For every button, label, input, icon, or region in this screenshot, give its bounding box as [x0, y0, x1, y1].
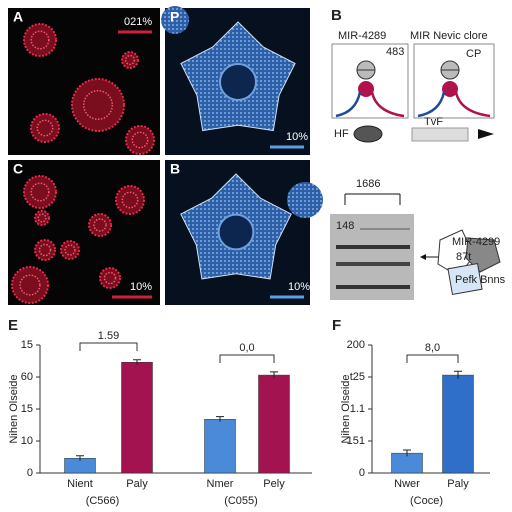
label: MIR-4299 — [452, 236, 500, 248]
bracket — [406, 354, 459, 363]
blot-image — [330, 214, 501, 300]
cell — [38, 243, 52, 257]
x-tick-label: Paly — [126, 478, 148, 490]
cell — [36, 119, 54, 137]
label: Pefk Bnns — [455, 274, 506, 286]
y-tick-label: 10 — [21, 435, 33, 447]
panel-letter: F — [332, 317, 341, 334]
cell — [103, 271, 117, 285]
group-label: (C055) — [224, 495, 258, 507]
bracket — [79, 342, 138, 351]
cell — [30, 30, 50, 50]
cell — [23, 23, 57, 57]
bracket — [344, 193, 401, 205]
cell — [34, 210, 50, 226]
error-bar — [454, 370, 462, 379]
cell — [161, 6, 189, 34]
box — [331, 43, 409, 119]
cell — [88, 213, 112, 237]
error-bar — [216, 416, 224, 422]
y-tick-label: 151 — [347, 435, 365, 447]
cell — [37, 213, 47, 223]
error-bar — [133, 359, 141, 365]
label: MIR Nevic clore — [410, 30, 488, 42]
scale-label: 021% — [124, 16, 152, 28]
x-tick-label: Paly — [447, 478, 469, 490]
bar — [442, 374, 474, 474]
annotation: 1.59 — [98, 330, 119, 342]
bar — [258, 374, 290, 474]
box — [413, 43, 495, 119]
microscopy — [8, 6, 323, 305]
cell — [217, 213, 255, 251]
cell — [11, 266, 49, 304]
cell — [131, 131, 149, 149]
y-tick-label: 60 — [21, 371, 33, 383]
cell — [99, 267, 121, 289]
cell — [23, 175, 57, 209]
y-tick-label: 0 — [27, 467, 33, 479]
cell — [82, 89, 114, 121]
cell — [64, 244, 76, 256]
label: 483 — [386, 46, 404, 58]
label: 87t — [456, 251, 471, 263]
y-tick-label: 200 — [347, 339, 365, 351]
icon — [335, 60, 494, 143]
panel-letter: B — [331, 7, 342, 24]
y-tick-label: 1.1 — [350, 403, 365, 415]
cell — [93, 218, 107, 232]
label: CP — [466, 48, 481, 60]
bar — [204, 418, 236, 474]
panel-letter: E — [8, 317, 18, 334]
cell — [71, 78, 125, 132]
scale-label: 10% — [286, 131, 308, 143]
y-tick-label: 15 — [21, 403, 33, 415]
x-tick-label: Nient — [67, 478, 93, 490]
error-bar — [403, 449, 411, 457]
panel-letter: A — [13, 9, 23, 25]
panel-letter: C — [13, 161, 23, 177]
cell — [121, 191, 139, 209]
cell — [30, 182, 50, 202]
label: TvF — [424, 116, 443, 128]
cell — [115, 185, 145, 215]
bar — [121, 362, 153, 474]
label: MIR-4289 — [338, 30, 386, 42]
x-tick-label: Pely — [263, 478, 285, 490]
cell — [60, 240, 80, 260]
panel-letter: P — [170, 9, 179, 25]
error-bar — [76, 455, 84, 461]
y-tick-label: 0 — [359, 467, 365, 479]
bracket — [219, 354, 275, 363]
label: 1686 — [356, 178, 380, 190]
cell — [287, 182, 323, 218]
cell — [121, 51, 139, 69]
group-label: (C566) — [86, 495, 120, 507]
scale-label: 10% — [130, 281, 152, 293]
error-bar — [270, 371, 278, 379]
y-tick-label: 15 — [21, 339, 33, 351]
annotation: 0,0 — [239, 342, 254, 354]
y-tick-label: t25 — [350, 371, 365, 383]
group-label: (Coce) — [410, 495, 443, 507]
cell — [19, 274, 41, 296]
y-axis-label: Nihen Olseide — [340, 374, 352, 443]
x-tick-label: Nwer — [394, 478, 420, 490]
y-axis-label: Nihen Olseide — [8, 374, 20, 443]
cell — [219, 63, 257, 101]
scale-label: 10% — [288, 281, 310, 293]
cell — [125, 125, 155, 155]
annotation: 8,0 — [425, 342, 440, 354]
cell — [124, 54, 136, 66]
x-tick-label: Nmer — [207, 478, 234, 490]
panel-letter: B — [170, 161, 180, 177]
label: 148 — [336, 220, 354, 232]
label: HF — [334, 128, 349, 140]
cell — [34, 239, 56, 261]
cell — [30, 113, 60, 143]
